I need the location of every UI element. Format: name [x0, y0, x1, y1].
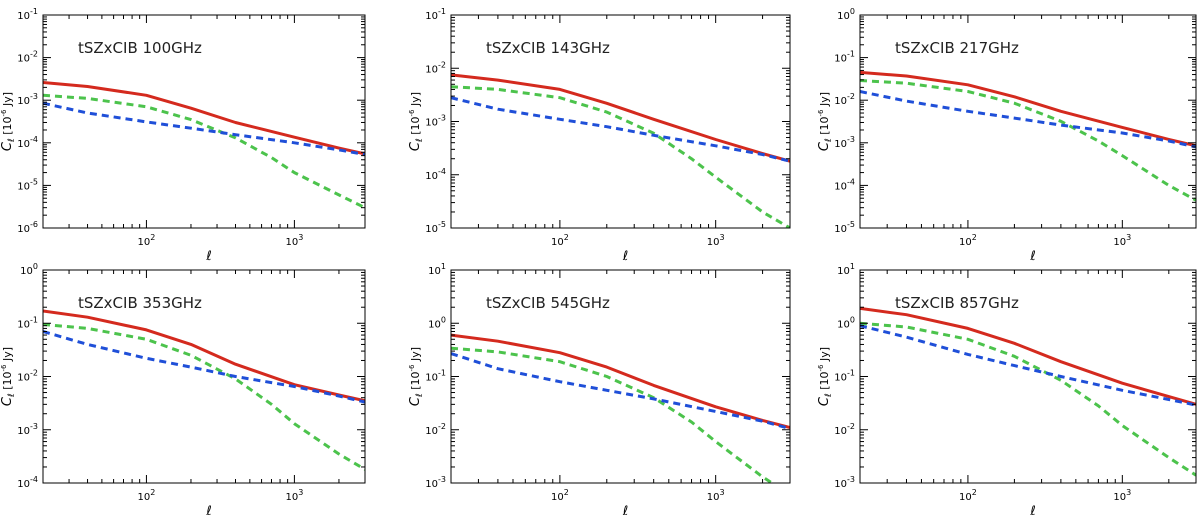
plot-frame	[859, 14, 1197, 229]
series-line-total	[860, 70, 1196, 148]
y-tick-label: 100	[837, 7, 855, 22]
y-tick-label: 100	[20, 262, 38, 277]
chart-panel: 102 103 10-5 10-4 10-3 10-2 10-1 tSZxCIB 143GHz…	[408, 7, 791, 264]
y-tick-label: 10-4	[17, 135, 38, 150]
y-tick-label: 10-4	[834, 177, 855, 192]
y-tick-label: 10-3	[425, 475, 446, 490]
panel-title: tSZxCIB 217GHz	[895, 39, 1019, 57]
x-tick-label: 103	[707, 488, 725, 503]
x-tick-label: 102	[551, 488, 569, 503]
series-line-total	[860, 306, 1196, 406]
y-tick-label: 10-2	[834, 422, 855, 437]
y-axis-label: Cℓ [10-6 Jy]	[817, 347, 834, 406]
y-tick-label: 10-1	[17, 315, 38, 330]
y-tick-label: 10-5	[834, 220, 855, 235]
series-line-total	[451, 333, 790, 429]
y-tick-label: 10-1	[834, 50, 855, 65]
y-axis-label: Cℓ [10-6 Jy]	[817, 92, 834, 151]
y-tick-label: 10-2	[425, 422, 446, 437]
y-tick-label: 10-2	[834, 92, 855, 107]
chart-panel: 102 103 10-5 10-4 10-3 10-2 10-1 100 tSZxCIB 217…	[817, 7, 1197, 264]
y-tick-label: 101	[837, 262, 855, 277]
plot-frame	[42, 14, 366, 229]
x-tick-label: 103	[1113, 488, 1131, 503]
x-axis-label: ℓ	[622, 249, 628, 264]
y-tick-label: 10-2	[17, 369, 38, 384]
panel-title: tSZxCIB 857GHz	[895, 294, 1019, 312]
y-tick-label: 101	[428, 262, 446, 277]
y-tick-label: 10-3	[425, 114, 446, 129]
chart-panel: 102 103 10-6 10-5 10-4 10-3 10-2 10-1 tSZxCIB 10…	[0, 7, 366, 264]
x-tick-label: 103	[285, 488, 303, 503]
x-tick-label: 102	[138, 233, 156, 248]
y-tick-label: 10-5	[17, 177, 38, 192]
x-axis-label: ℓ	[205, 249, 211, 264]
series-line-component-green	[43, 322, 365, 471]
series-line-component-green	[860, 79, 1196, 202]
x-axis-label: ℓ	[1029, 504, 1035, 515]
y-tick-label: 10-1	[425, 7, 446, 22]
chart-panel: 102 103 10-3 10-2 10-1 100 101 tSZxCIB 857GHz ℓ C…	[817, 262, 1197, 515]
panel-title: tSZxCIB 100GHz	[78, 39, 202, 57]
chart-panel: 102 103 10-3 10-2 10-1 100 101 tSZxCIB 545GHz ℓ C…	[408, 262, 791, 515]
series-line-component-blue	[451, 96, 790, 163]
series-line-component-blue	[860, 324, 1196, 407]
y-tick-label: 100	[837, 315, 855, 330]
x-axis-label: ℓ	[205, 504, 211, 515]
y-tick-label: 10-5	[425, 220, 446, 235]
y-axis-label: Cℓ [10-6 Jy]	[0, 92, 17, 151]
y-tick-label: 10-1	[17, 7, 38, 22]
series-line-total	[43, 309, 365, 403]
y-tick-label: 100	[428, 315, 446, 330]
panel-title: tSZxCIB 353GHz	[78, 294, 202, 312]
chart-panel: 102 103 10-4 10-3 10-2 10-1 100 tSZxCIB 353GHz ℓ…	[0, 262, 366, 515]
y-tick-label: 10-3	[834, 135, 855, 150]
x-axis-label: ℓ	[622, 504, 628, 515]
x-tick-label: 103	[707, 233, 725, 248]
y-axis-label: Cℓ [10-6 Jy]	[408, 347, 425, 406]
y-tick-label: 10-1	[425, 369, 446, 384]
y-tick-label: 10-2	[17, 50, 38, 65]
y-axis-label: Cℓ [10-6 Jy]	[408, 92, 425, 151]
y-tick-label: 10-4	[17, 475, 38, 490]
y-tick-label: 10-3	[17, 422, 38, 437]
x-tick-label: 102	[138, 488, 156, 503]
series-line-component-green	[451, 85, 790, 228]
panel-title: tSZxCIB 143GHz	[486, 39, 610, 57]
y-tick-label: 10-4	[425, 167, 446, 182]
x-tick-label: 103	[285, 233, 303, 248]
y-tick-label: 10-1	[834, 369, 855, 384]
series-line-component-blue	[451, 352, 790, 431]
y-tick-label: 10-2	[425, 60, 446, 75]
series-line-component-blue	[43, 330, 365, 404]
y-axis-label: Cℓ [10-6 Jy]	[0, 347, 17, 406]
series-line-component-green	[860, 321, 1196, 477]
panel-title: tSZxCIB 545GHz	[486, 294, 610, 312]
series-line-total	[43, 81, 365, 156]
y-tick-label: 10-6	[17, 220, 38, 235]
x-tick-label: 103	[1113, 233, 1131, 248]
y-tick-label: 10-3	[834, 475, 855, 490]
x-tick-label: 102	[551, 233, 569, 248]
series-line-total	[451, 73, 790, 163]
series-line-component-blue	[43, 101, 365, 156]
y-tick-label: 10-3	[17, 92, 38, 107]
series-line-component-green	[43, 93, 365, 210]
x-tick-label: 102	[959, 233, 977, 248]
x-tick-label: 102	[959, 488, 977, 503]
series-line-component-blue	[860, 90, 1196, 149]
x-axis-label: ℓ	[1029, 249, 1035, 264]
